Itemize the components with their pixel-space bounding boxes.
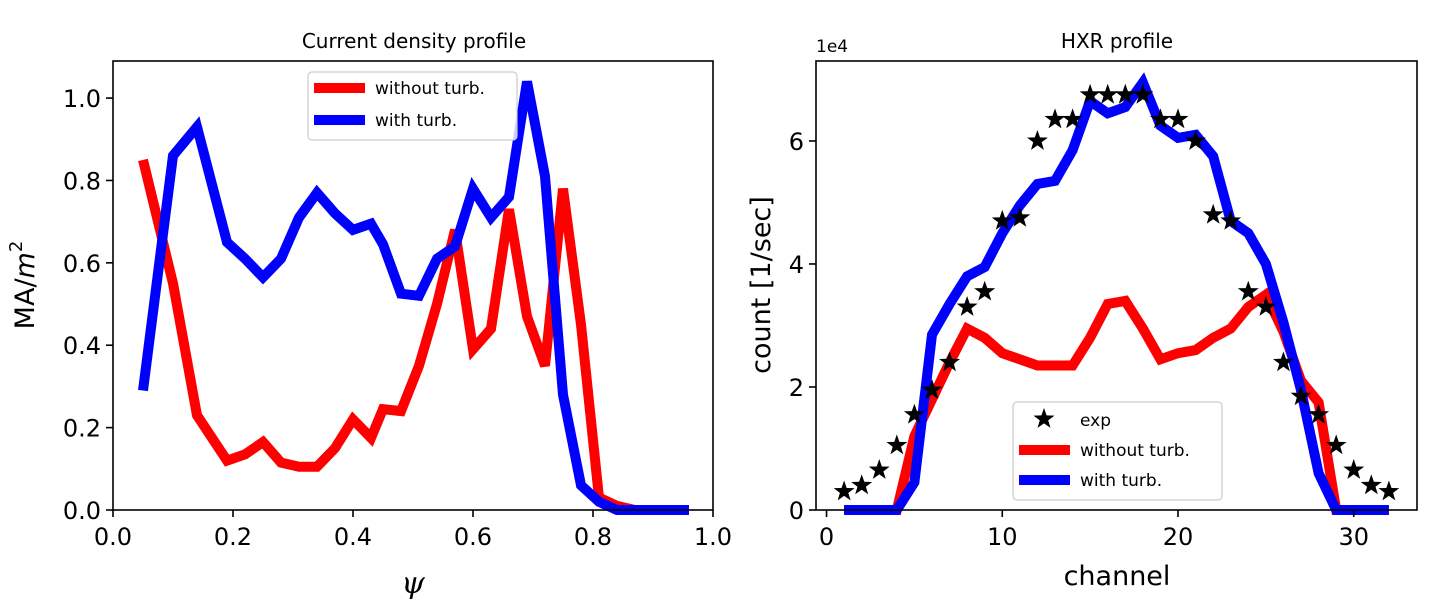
current-density-xlabel: ψ <box>401 566 425 601</box>
exp-point <box>1132 83 1154 104</box>
y-tick-label: 6 <box>789 128 804 156</box>
hxr-xlabel: channel <box>1064 561 1171 592</box>
x-tick-label: 0 <box>819 523 834 551</box>
hxr-xticks: 0 10 20 30 <box>819 510 1369 551</box>
hxr-ylabel: count [1/sec] <box>746 196 777 374</box>
exp-point <box>921 379 943 399</box>
hxr-plot: HXR profile 1e4 0 10 20 30 0 2 4 6 channel cou… <box>746 29 1418 592</box>
exp-point <box>1255 296 1277 316</box>
current-density-ylabel: MA/m2 <box>6 241 41 330</box>
hxr-yticks: 0 2 4 6 <box>789 128 816 525</box>
exp-point <box>833 480 855 501</box>
exp-point <box>956 296 978 316</box>
exp-point <box>1027 130 1048 150</box>
y-tick-label: 0.4 <box>63 332 101 360</box>
y-tick-label: 0.0 <box>63 497 101 525</box>
legend-label-exp: exp <box>1080 411 1111 431</box>
exp-point <box>991 209 1013 230</box>
series-line-0-1 <box>138 80 689 515</box>
y-tick-label: 4 <box>789 251 804 279</box>
legend-swatch-exp <box>1033 408 1055 428</box>
exp-point <box>868 459 890 479</box>
exp-point <box>1202 203 1224 224</box>
exp-point <box>1360 474 1382 495</box>
x-tick-label: 0.2 <box>214 523 252 551</box>
current-density-axes-frame <box>112 60 714 511</box>
exp-point <box>1325 434 1347 455</box>
exp-point <box>1220 209 1242 230</box>
current-density-title: Current density profile <box>302 29 526 53</box>
x-tick-label: 20 <box>1163 523 1194 551</box>
exp-point <box>903 403 925 424</box>
current-density-yticks: 0.0 0.2 0.4 0.6 0.8 1.0 <box>63 85 113 525</box>
y-tick-label: 2 <box>789 374 804 402</box>
x-tick-label: 30 <box>1338 523 1369 551</box>
exp-point <box>939 351 960 372</box>
y-tick-label: 1.0 <box>63 85 101 113</box>
x-tick-label: 0.6 <box>454 523 492 551</box>
exp-point <box>1273 351 1294 372</box>
x-tick-label: 0.4 <box>334 523 372 551</box>
exp-point <box>1237 280 1259 301</box>
x-tick-label: 10 <box>987 523 1018 551</box>
exp-point <box>1062 108 1083 129</box>
current-density-xticks: 0.0 0.2 0.4 0.6 0.8 1.0 <box>94 510 732 551</box>
exp-point <box>1167 108 1189 129</box>
hxr-exp-points <box>833 83 1400 501</box>
y-tick-label: 0 <box>789 497 804 525</box>
exp-point <box>1044 108 1066 129</box>
x-tick-label: 0.0 <box>94 523 132 551</box>
exp-point <box>1097 83 1119 104</box>
current-density-plot: Current density profile 0.0 0.2 0.4 0.6 0.8 1… <box>6 29 732 601</box>
hxr-legend: exp without turb. with turb. <box>1012 401 1223 501</box>
exp-point <box>1343 459 1365 479</box>
x-tick-label: 1.0 <box>694 523 732 551</box>
exp-point <box>1378 480 1400 501</box>
legend-label-without-turb: without turb. <box>375 79 485 99</box>
exp-point <box>1308 403 1330 424</box>
exp-point <box>1290 385 1312 406</box>
exp-point <box>1009 206 1031 227</box>
exp-point <box>851 474 873 495</box>
legend-label-hxr-with-turb: with turb. <box>1080 471 1162 491</box>
series-line-1-1 <box>844 72 1389 515</box>
y-tick-label: 0.2 <box>63 415 101 443</box>
exp-point <box>974 280 996 301</box>
exp-point <box>1150 108 1171 129</box>
y-tick-label: 0.6 <box>63 250 101 278</box>
legend-label-with-turb: with turb. <box>375 111 457 131</box>
current-density-legend: without turb. with turb. <box>307 71 518 141</box>
hxr-axes-frame <box>815 60 1418 511</box>
exp-point <box>886 434 908 455</box>
exp-point <box>1079 83 1101 104</box>
hxr-title: HXR profile <box>1061 29 1173 53</box>
current-density-lines <box>138 80 689 515</box>
legend-label-hxr-without-turb: without turb. <box>1080 441 1190 461</box>
y-tick-label: 0.8 <box>63 167 101 195</box>
exp-point <box>1114 83 1136 104</box>
x-tick-label: 0.8 <box>574 523 612 551</box>
hxr-scale-note: 1e4 <box>816 37 848 57</box>
exp-point <box>1185 130 1206 150</box>
